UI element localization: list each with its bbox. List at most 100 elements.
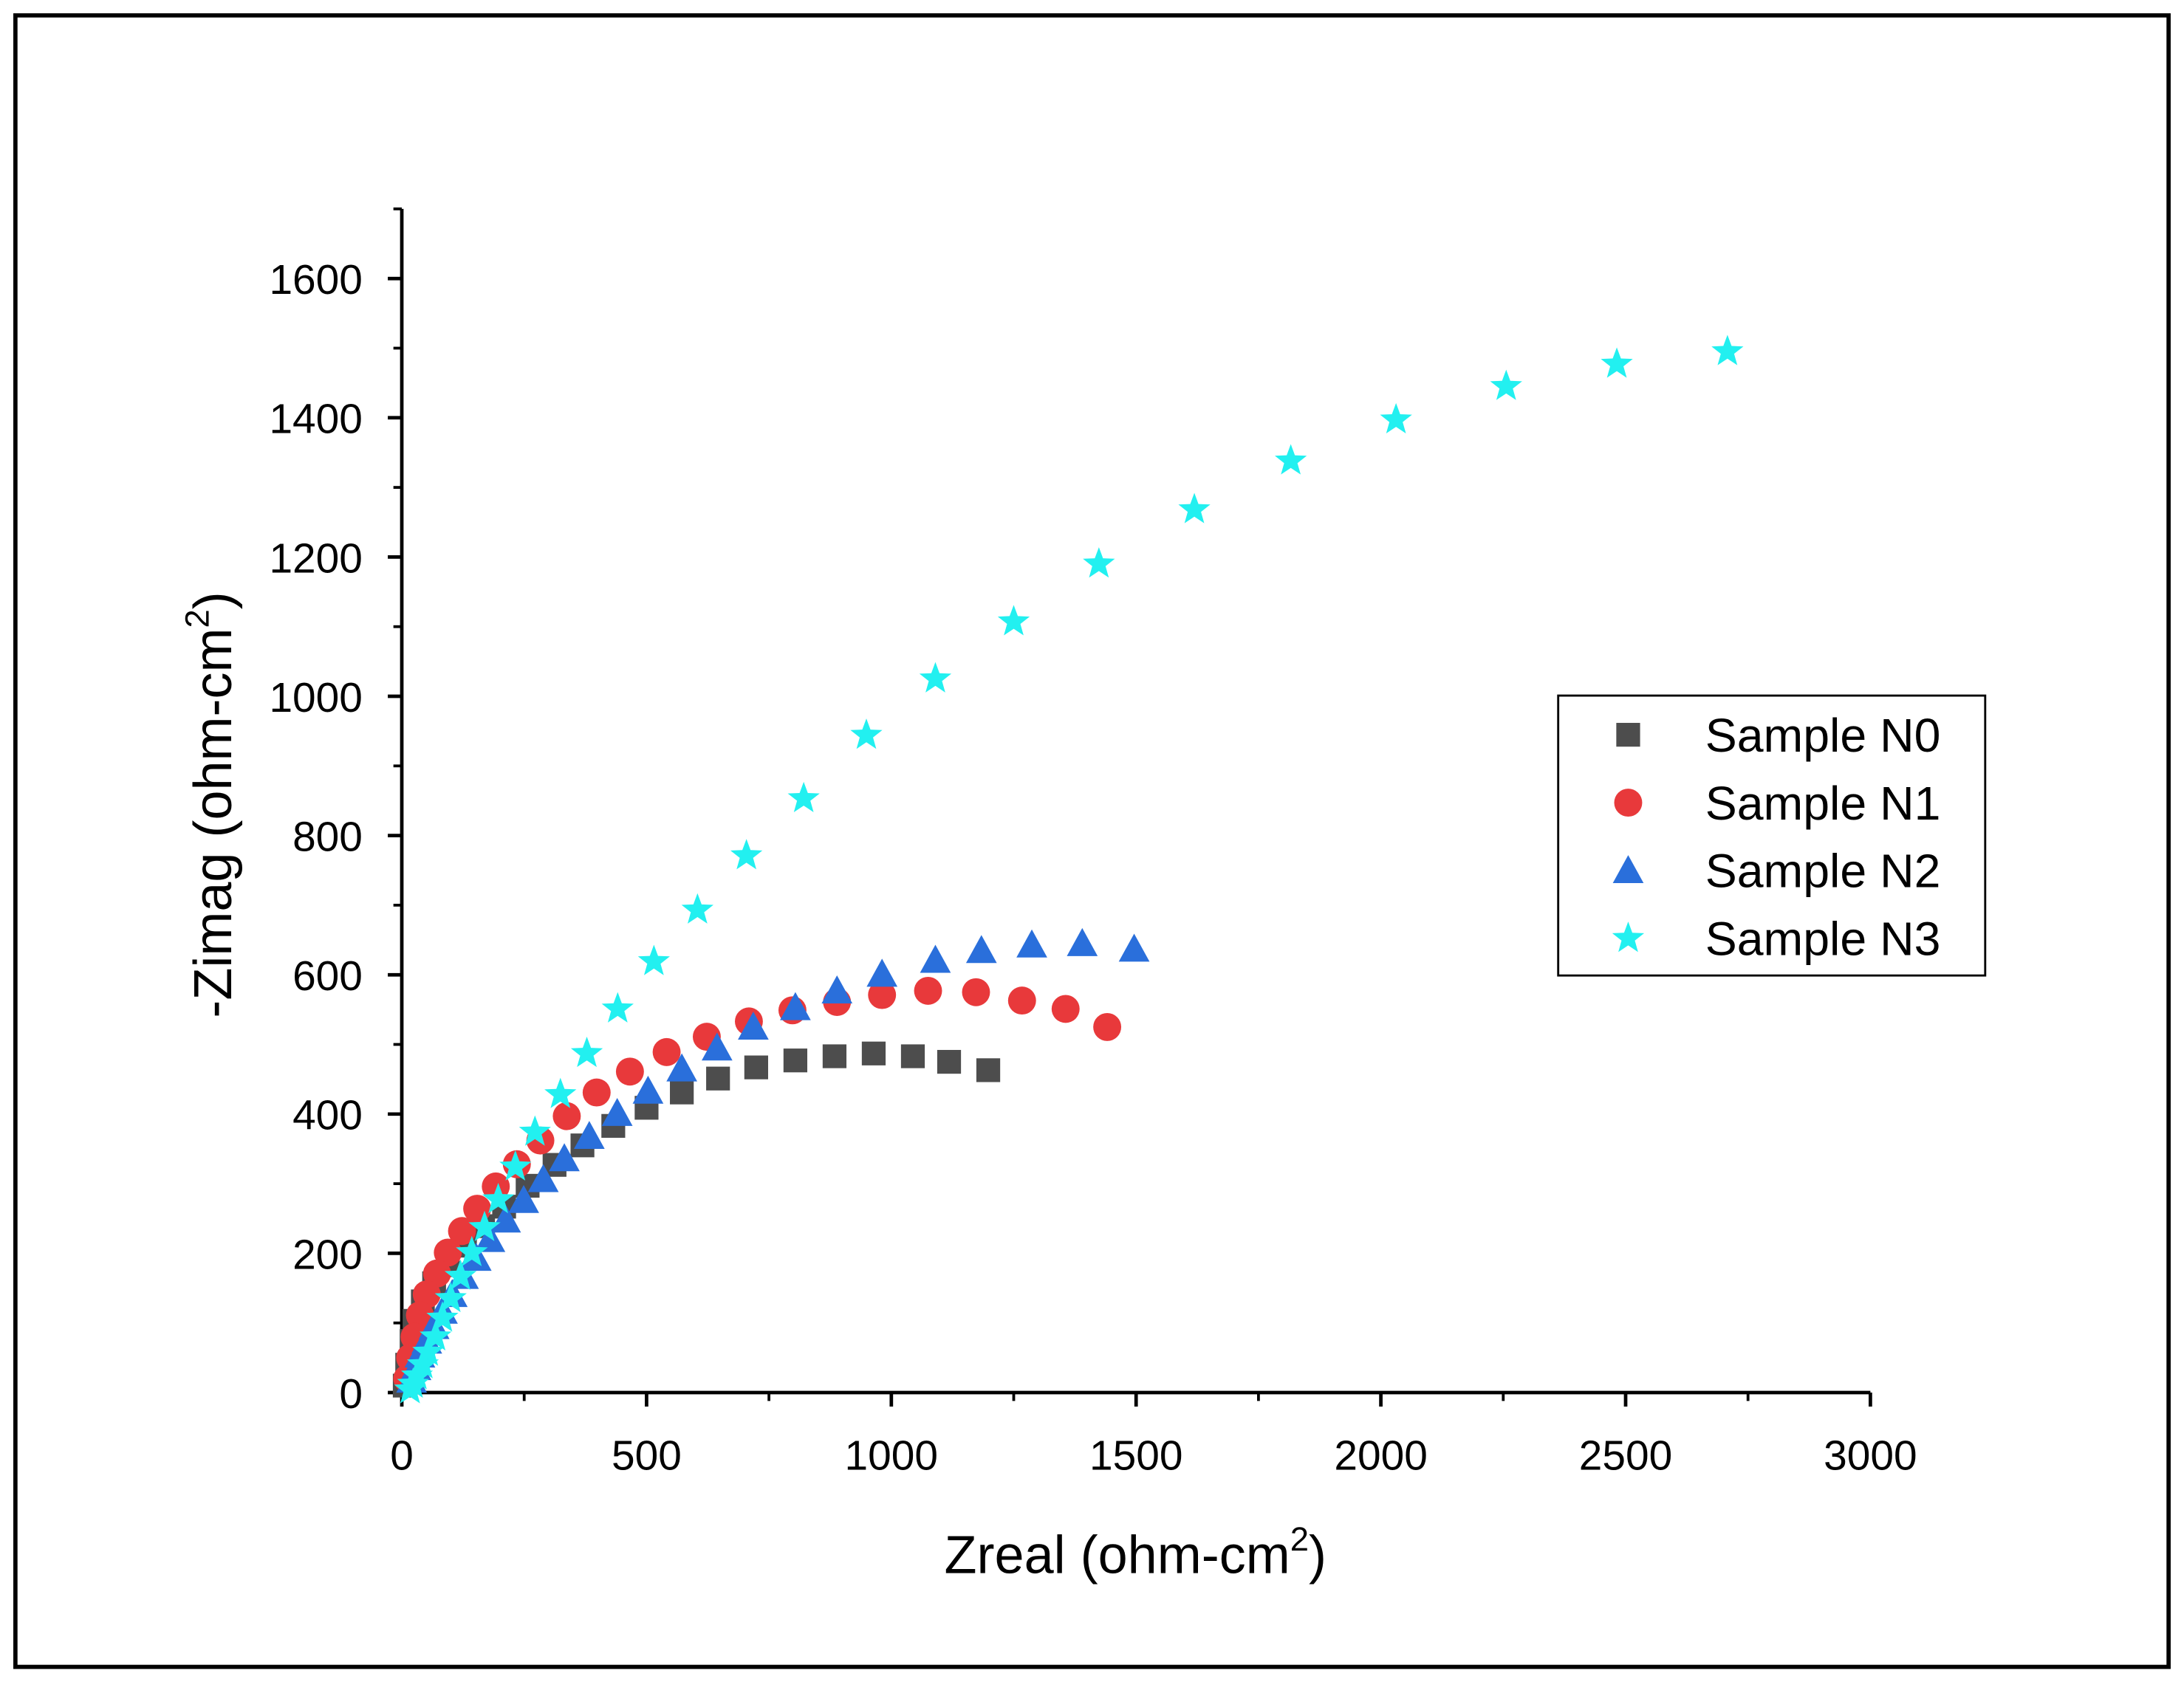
point <box>976 1058 1001 1082</box>
x-tick-label: 3000 <box>1824 1432 1917 1479</box>
point <box>900 1044 925 1068</box>
point <box>482 1172 510 1201</box>
point <box>1067 927 1098 956</box>
y-axis-label-sup: 2 <box>178 609 216 628</box>
point <box>730 839 763 870</box>
point <box>406 1348 439 1379</box>
point <box>394 1373 426 1404</box>
point <box>400 1359 434 1390</box>
point <box>570 1037 603 1068</box>
point <box>552 1102 581 1130</box>
point <box>822 1044 847 1068</box>
point <box>601 1098 633 1126</box>
y-tick-label: 1200 <box>269 535 363 582</box>
x-tick-label: 2000 <box>1334 1432 1428 1479</box>
x-axis-label-text: Zreal (ohm-cm <box>945 1526 1290 1585</box>
point <box>866 958 898 987</box>
point <box>787 781 820 813</box>
series <box>394 334 1744 1404</box>
point <box>1711 334 1744 365</box>
point <box>444 1259 477 1290</box>
point <box>681 893 713 924</box>
legend-label: Sample N3 <box>1705 913 1941 966</box>
point <box>420 1319 452 1350</box>
point <box>1178 492 1211 524</box>
point <box>861 1041 886 1065</box>
point <box>482 1183 515 1214</box>
y-axis-label-text: -Zimag (ohm-cm <box>184 628 243 1017</box>
point <box>518 1115 551 1146</box>
point <box>1083 547 1115 578</box>
point <box>1601 347 1633 378</box>
point <box>920 944 951 973</box>
point <box>670 1080 694 1105</box>
point <box>1007 986 1036 1015</box>
point <box>405 1301 434 1330</box>
point <box>1275 444 1307 475</box>
point <box>422 1259 451 1288</box>
x-axis-label-sup: 2 <box>1290 1520 1309 1558</box>
point <box>702 1032 733 1061</box>
y-tick-label: 600 <box>292 953 363 1000</box>
point <box>744 1055 768 1079</box>
y-tick-label: 400 <box>292 1093 363 1139</box>
point <box>582 1078 611 1107</box>
point <box>1118 933 1150 962</box>
y-tick-label: 1600 <box>269 257 363 303</box>
point <box>615 1057 644 1086</box>
x-tick-label: 1500 <box>1089 1432 1183 1479</box>
legend-label: Sample N2 <box>1705 845 1941 898</box>
point <box>783 1048 808 1073</box>
legend-marker <box>1616 723 1640 747</box>
legend-marker <box>1612 921 1645 952</box>
point <box>850 718 883 749</box>
point <box>1016 929 1047 958</box>
point <box>738 1012 769 1040</box>
point <box>1490 369 1522 400</box>
point <box>1380 402 1412 434</box>
x-axis-label: Zreal (ohm-cm2) <box>945 1520 1327 1585</box>
legend-label: Sample N0 <box>1705 709 1941 762</box>
y-tick-label: 1400 <box>269 397 363 443</box>
point <box>448 1217 476 1246</box>
point <box>919 662 952 693</box>
point <box>574 1121 605 1150</box>
point <box>456 1235 488 1266</box>
y-axis-label: -Zimag (ohm-cm2) <box>178 591 242 1017</box>
point <box>412 1335 445 1366</box>
legend-marker <box>1614 789 1643 817</box>
y-axis-label-end: ) <box>184 591 243 609</box>
y-tick-label: 0 <box>339 1371 363 1418</box>
point <box>549 1143 580 1172</box>
point <box>527 1164 559 1192</box>
x-tick-label: 2500 <box>1579 1432 1673 1479</box>
legend-label: Sample N1 <box>1705 777 1941 830</box>
point <box>868 981 897 1009</box>
x-tick-label: 0 <box>390 1432 414 1479</box>
point <box>434 1281 467 1313</box>
point <box>997 605 1030 636</box>
point <box>652 1037 681 1066</box>
x-tick-label: 1000 <box>845 1432 939 1479</box>
point <box>426 1301 459 1332</box>
point <box>666 1053 697 1082</box>
point <box>780 992 811 1020</box>
point <box>706 1066 730 1091</box>
point <box>490 1204 521 1233</box>
point <box>914 976 942 1005</box>
legend-marker <box>1612 855 1644 884</box>
point <box>632 1075 664 1104</box>
point <box>544 1077 577 1108</box>
y-tick-label: 1000 <box>269 675 363 721</box>
x-axis-label-end: ) <box>1309 1526 1327 1585</box>
point <box>434 1238 462 1267</box>
point <box>468 1210 501 1241</box>
point <box>965 935 997 964</box>
x-tick-label: 500 <box>612 1432 682 1479</box>
point <box>937 1049 962 1074</box>
point <box>499 1150 532 1181</box>
point <box>1051 995 1080 1023</box>
y-tick-label: 200 <box>292 1232 363 1278</box>
point <box>637 944 670 975</box>
